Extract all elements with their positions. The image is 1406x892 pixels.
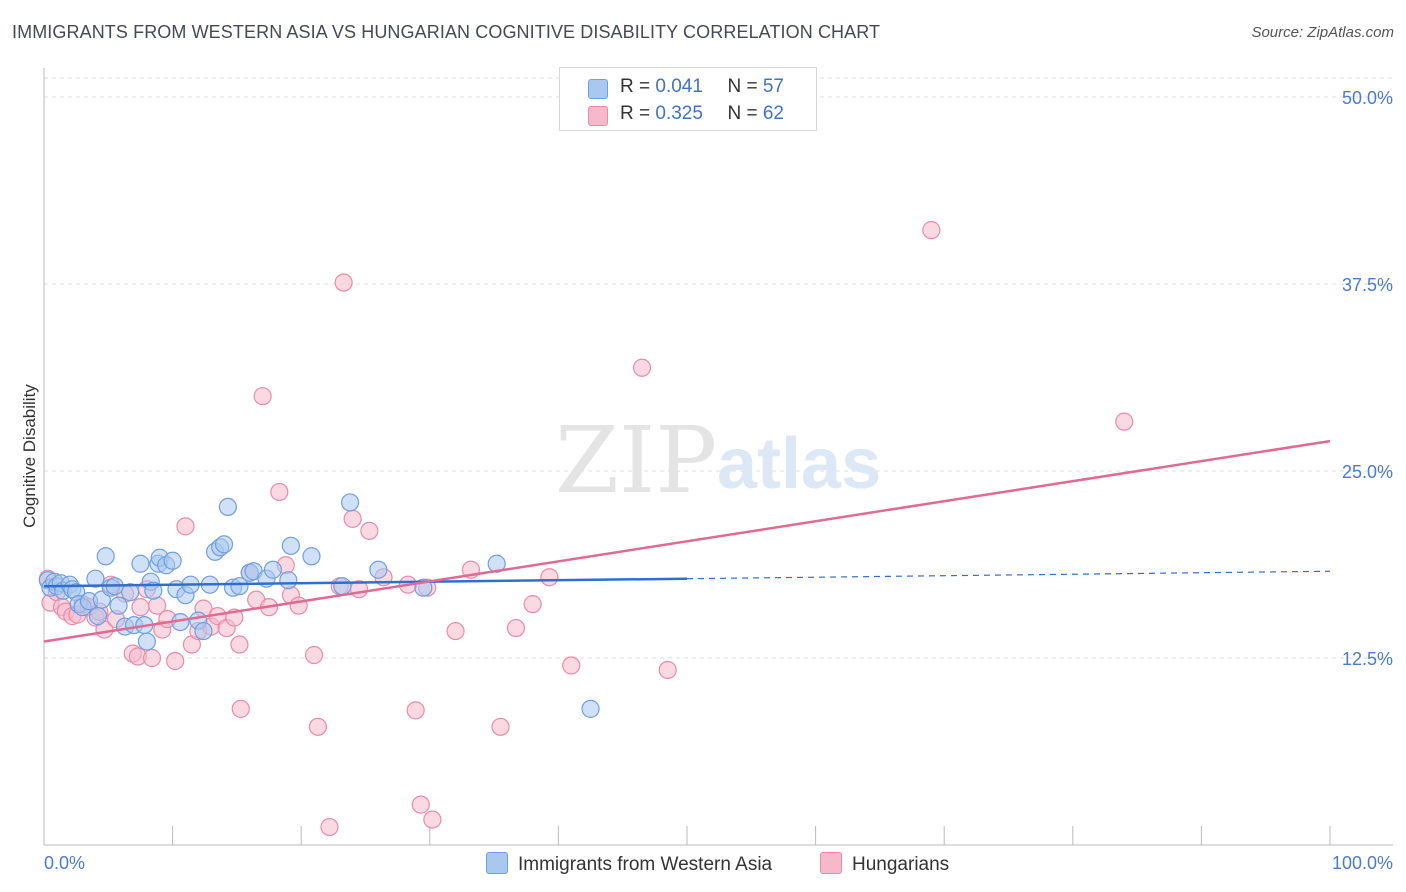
- hungarians-point: [308, 717, 328, 736]
- r-label: R =: [620, 76, 656, 97]
- x-tick-label: 100.0%: [1332, 853, 1393, 873]
- series-legend: Immigrants from Western Asia Hungarians: [0, 852, 1406, 878]
- immigrants-point: [131, 554, 150, 573]
- immigrants-point: [96, 547, 115, 566]
- hungarians-point: [320, 817, 339, 837]
- y-tick-label: 50.0%: [1342, 88, 1393, 108]
- hungarians-point: [230, 635, 249, 654]
- hungarians-point: [922, 221, 941, 240]
- hungarians-point: [343, 509, 362, 528]
- immigrants-point: [144, 581, 163, 600]
- hungarians-point: [446, 621, 465, 641]
- immigrants-point: [279, 571, 298, 590]
- chart-title: IMMIGRANTS FROM WESTERN ASIA VS HUNGARIA…: [12, 22, 881, 42]
- y-tick-label: 37.5%: [1342, 275, 1393, 295]
- tick-labels: 12.5% 25.0% 37.5% 50.0% 0.0% 100.0%: [44, 88, 1393, 873]
- hungarians-point: [540, 568, 559, 587]
- hungarians-point: [360, 521, 379, 540]
- immigrants-trend-line: [43, 577, 688, 588]
- immigrants-point: [333, 577, 352, 596]
- hungarians-point: [270, 482, 289, 502]
- immigrants-point: [137, 632, 156, 651]
- hungarians-point: [658, 660, 677, 680]
- immigrants-point: [340, 493, 360, 512]
- hungarians-point: [166, 651, 185, 671]
- hungarians-point: [423, 810, 442, 829]
- n-value: 57: [762, 76, 784, 97]
- pink-swatch-icon: [820, 852, 842, 874]
- immigrants-point: [214, 535, 234, 554]
- immigrants-point: [369, 560, 388, 579]
- n-label: N =: [727, 76, 763, 97]
- immigrants-point: [218, 497, 237, 517]
- hungarians-point: [1115, 412, 1134, 431]
- n-label: N =: [727, 103, 763, 124]
- immigrants-point: [88, 607, 108, 626]
- legend-label: Immigrants from Western Asia: [518, 854, 773, 875]
- watermark-zip: ZIP: [555, 407, 717, 514]
- legend-item-immigrants[interactable]: Immigrants from Western Asia: [486, 852, 772, 876]
- hungarians-point: [142, 648, 162, 668]
- hungarians-point: [334, 273, 353, 292]
- hungarians-point: [253, 387, 272, 406]
- r-value: 0.041: [655, 76, 703, 97]
- immigrants-point: [581, 699, 600, 718]
- r-label: R =: [620, 103, 656, 124]
- axes: [43, 68, 1393, 846]
- hungarians-trend-line: [43, 439, 1331, 643]
- hungarians-point: [231, 699, 250, 718]
- immigrants-point: [121, 583, 140, 602]
- hungarians-point: [562, 656, 581, 675]
- hungarians-point: [523, 595, 542, 614]
- immigrants-point: [281, 536, 301, 555]
- immigrants-point: [487, 554, 506, 573]
- hungarians-point: [491, 717, 510, 736]
- r-value: 0.325: [655, 103, 703, 124]
- legend-label: Hungarians: [852, 854, 950, 875]
- x-tick-label: 0.0%: [44, 853, 85, 873]
- immigrants-trend-extension: [686, 570, 1331, 580]
- y-axis-label: Cognitive Disability: [20, 384, 39, 528]
- watermark: ZIP atlas: [555, 407, 881, 514]
- y-tick-label: 12.5%: [1342, 649, 1393, 669]
- immigrants-point: [302, 547, 321, 566]
- immigrants-point: [109, 596, 128, 615]
- hungarians-point: [406, 701, 425, 720]
- series-hungarians: [38, 221, 1134, 837]
- hungarians-point: [176, 517, 195, 536]
- n-value: 62: [762, 103, 784, 124]
- watermark-atlas: atlas: [717, 424, 881, 504]
- immigrants-point: [194, 621, 213, 641]
- series-immigrants-western-asia: [38, 493, 600, 718]
- hungarians-point: [411, 795, 430, 814]
- hungarians-point: [304, 645, 324, 665]
- y-tick-label: 25.0%: [1342, 462, 1393, 482]
- legend-item-hungarians[interactable]: Hungarians: [820, 852, 949, 876]
- hungarians-point: [632, 358, 652, 377]
- immigrants-point: [230, 577, 249, 596]
- immigrants-point: [86, 569, 105, 588]
- hungarians-point: [131, 598, 150, 617]
- correlation-legend: R = 0.041 N = 57 R = 0.325 N = 62: [559, 67, 817, 131]
- immigrants-point: [163, 551, 182, 570]
- blue-swatch-icon: [588, 79, 608, 99]
- pink-swatch-icon: [588, 106, 608, 126]
- source-credit: Source: ZipAtlas.com: [1251, 24, 1394, 41]
- hungarians-point: [506, 618, 526, 638]
- blue-swatch-icon: [486, 852, 508, 874]
- immigrants-point: [263, 560, 283, 579]
- trend-lines: [43, 439, 1331, 643]
